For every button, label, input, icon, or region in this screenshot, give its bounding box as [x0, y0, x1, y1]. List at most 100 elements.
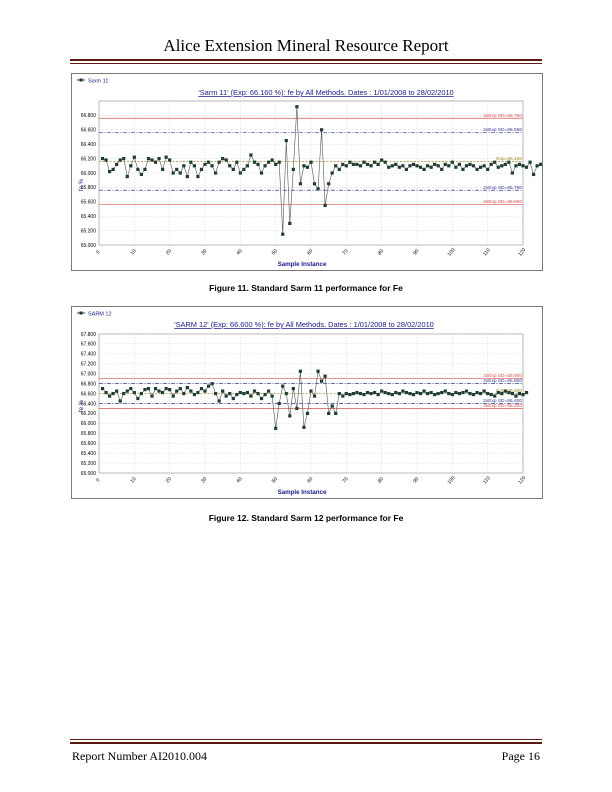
x-tick-label: 110 — [482, 475, 492, 485]
data-point — [214, 391, 218, 396]
data-point — [146, 157, 151, 161]
data-point — [228, 164, 232, 168]
data-point — [153, 387, 158, 391]
data-point — [256, 391, 260, 396]
data-point — [217, 399, 221, 403]
data-point — [242, 167, 246, 171]
data-point — [284, 139, 288, 143]
data-point — [532, 172, 536, 177]
data-point — [238, 390, 242, 395]
data-point — [203, 162, 207, 166]
data-point — [337, 391, 341, 396]
report-title: Alice Extension Mineral Resource Report — [163, 36, 449, 55]
data-point — [510, 171, 514, 175]
data-point — [175, 167, 179, 171]
x-tick-label: 10 — [129, 248, 137, 256]
data-point — [111, 167, 115, 171]
data-point — [238, 171, 242, 175]
data-point — [185, 386, 189, 390]
data-point — [383, 390, 387, 395]
data-point — [373, 160, 377, 164]
data-point — [383, 160, 387, 164]
data-point — [408, 164, 412, 168]
data-point — [125, 389, 129, 393]
y-tick-label: 65.000 — [81, 243, 97, 249]
data-point — [178, 387, 182, 391]
data-point — [175, 389, 179, 393]
data-point — [263, 392, 267, 397]
x-tick-label: 70 — [341, 248, 349, 256]
x-tick-label: 0 — [95, 477, 102, 483]
data-point — [217, 160, 221, 164]
x-tick-label: 10 — [129, 476, 137, 484]
data-point — [454, 165, 458, 169]
data-point — [539, 162, 542, 166]
data-point — [461, 167, 465, 171]
data-point — [450, 392, 454, 397]
header-rule-thin — [70, 63, 542, 64]
data-point — [524, 165, 529, 169]
data-point — [468, 162, 472, 166]
chart-sarm11-svg: Sarm 11 'Sarm 11' (Exp: 66.160 %): fe by… — [77, 78, 542, 268]
header-rule — [70, 59, 542, 61]
data-point — [500, 164, 504, 168]
data-point — [298, 182, 302, 186]
y-tick-label: 66.400 — [81, 142, 97, 148]
data-point — [468, 391, 472, 396]
x-tick-label: 100 — [447, 475, 457, 485]
data-point — [454, 390, 458, 395]
data-point — [348, 160, 352, 164]
x-tick-label: 0 — [95, 249, 102, 255]
reference-line-label: 2xExp SD=66.800 — [483, 378, 522, 384]
data-point — [182, 391, 186, 396]
y-tick-label: 66.600 — [81, 391, 97, 397]
chart-sarm12-svg: SARM 12 'SARM 12' (Exp: 66.600 %): fe by… — [77, 311, 529, 496]
data-point — [514, 394, 518, 398]
data-point — [351, 162, 355, 166]
data-point — [281, 384, 285, 388]
data-point — [397, 165, 401, 169]
data-point — [146, 387, 151, 391]
data-point — [404, 390, 408, 395]
x-tick-label: 100 — [447, 247, 457, 257]
data-point — [136, 396, 140, 401]
data-point — [122, 391, 126, 396]
data-point — [390, 164, 394, 168]
data-point — [387, 391, 391, 396]
data-point — [457, 162, 461, 166]
data-point — [341, 162, 345, 166]
data-point — [320, 128, 324, 132]
data-point — [341, 394, 345, 398]
x-tick-label: 90 — [412, 248, 420, 256]
data-point — [309, 160, 313, 164]
data-point — [365, 390, 370, 395]
data-point — [263, 164, 267, 168]
data-point — [291, 387, 295, 391]
data-point — [129, 387, 133, 391]
data-point — [252, 160, 257, 164]
data-point — [235, 392, 239, 397]
x-tick-label: 50 — [271, 476, 279, 484]
data-point — [316, 369, 320, 373]
y-tick-label: 66.800 — [81, 381, 97, 387]
reference-line-label: 2xExp SD=65.760 — [483, 185, 522, 191]
data-point — [274, 426, 278, 430]
data-point — [337, 167, 341, 171]
x-tick-label: 120 — [517, 247, 527, 257]
data-point — [235, 160, 239, 164]
data-point — [192, 392, 196, 397]
data-point — [503, 162, 507, 166]
data-point — [440, 167, 444, 171]
data-point — [132, 390, 136, 395]
data-point — [189, 389, 193, 393]
data-point — [161, 390, 165, 395]
data-point — [517, 391, 522, 396]
x-tick-label: 70 — [341, 476, 349, 484]
data-point — [373, 390, 377, 395]
x-tick-label: 30 — [200, 248, 208, 256]
reference-line-label: 3xExp SD=66.900 — [483, 373, 522, 379]
x-tick-label: 40 — [235, 248, 243, 256]
data-point — [168, 388, 172, 392]
data-point — [267, 389, 271, 393]
data-point — [295, 105, 299, 109]
